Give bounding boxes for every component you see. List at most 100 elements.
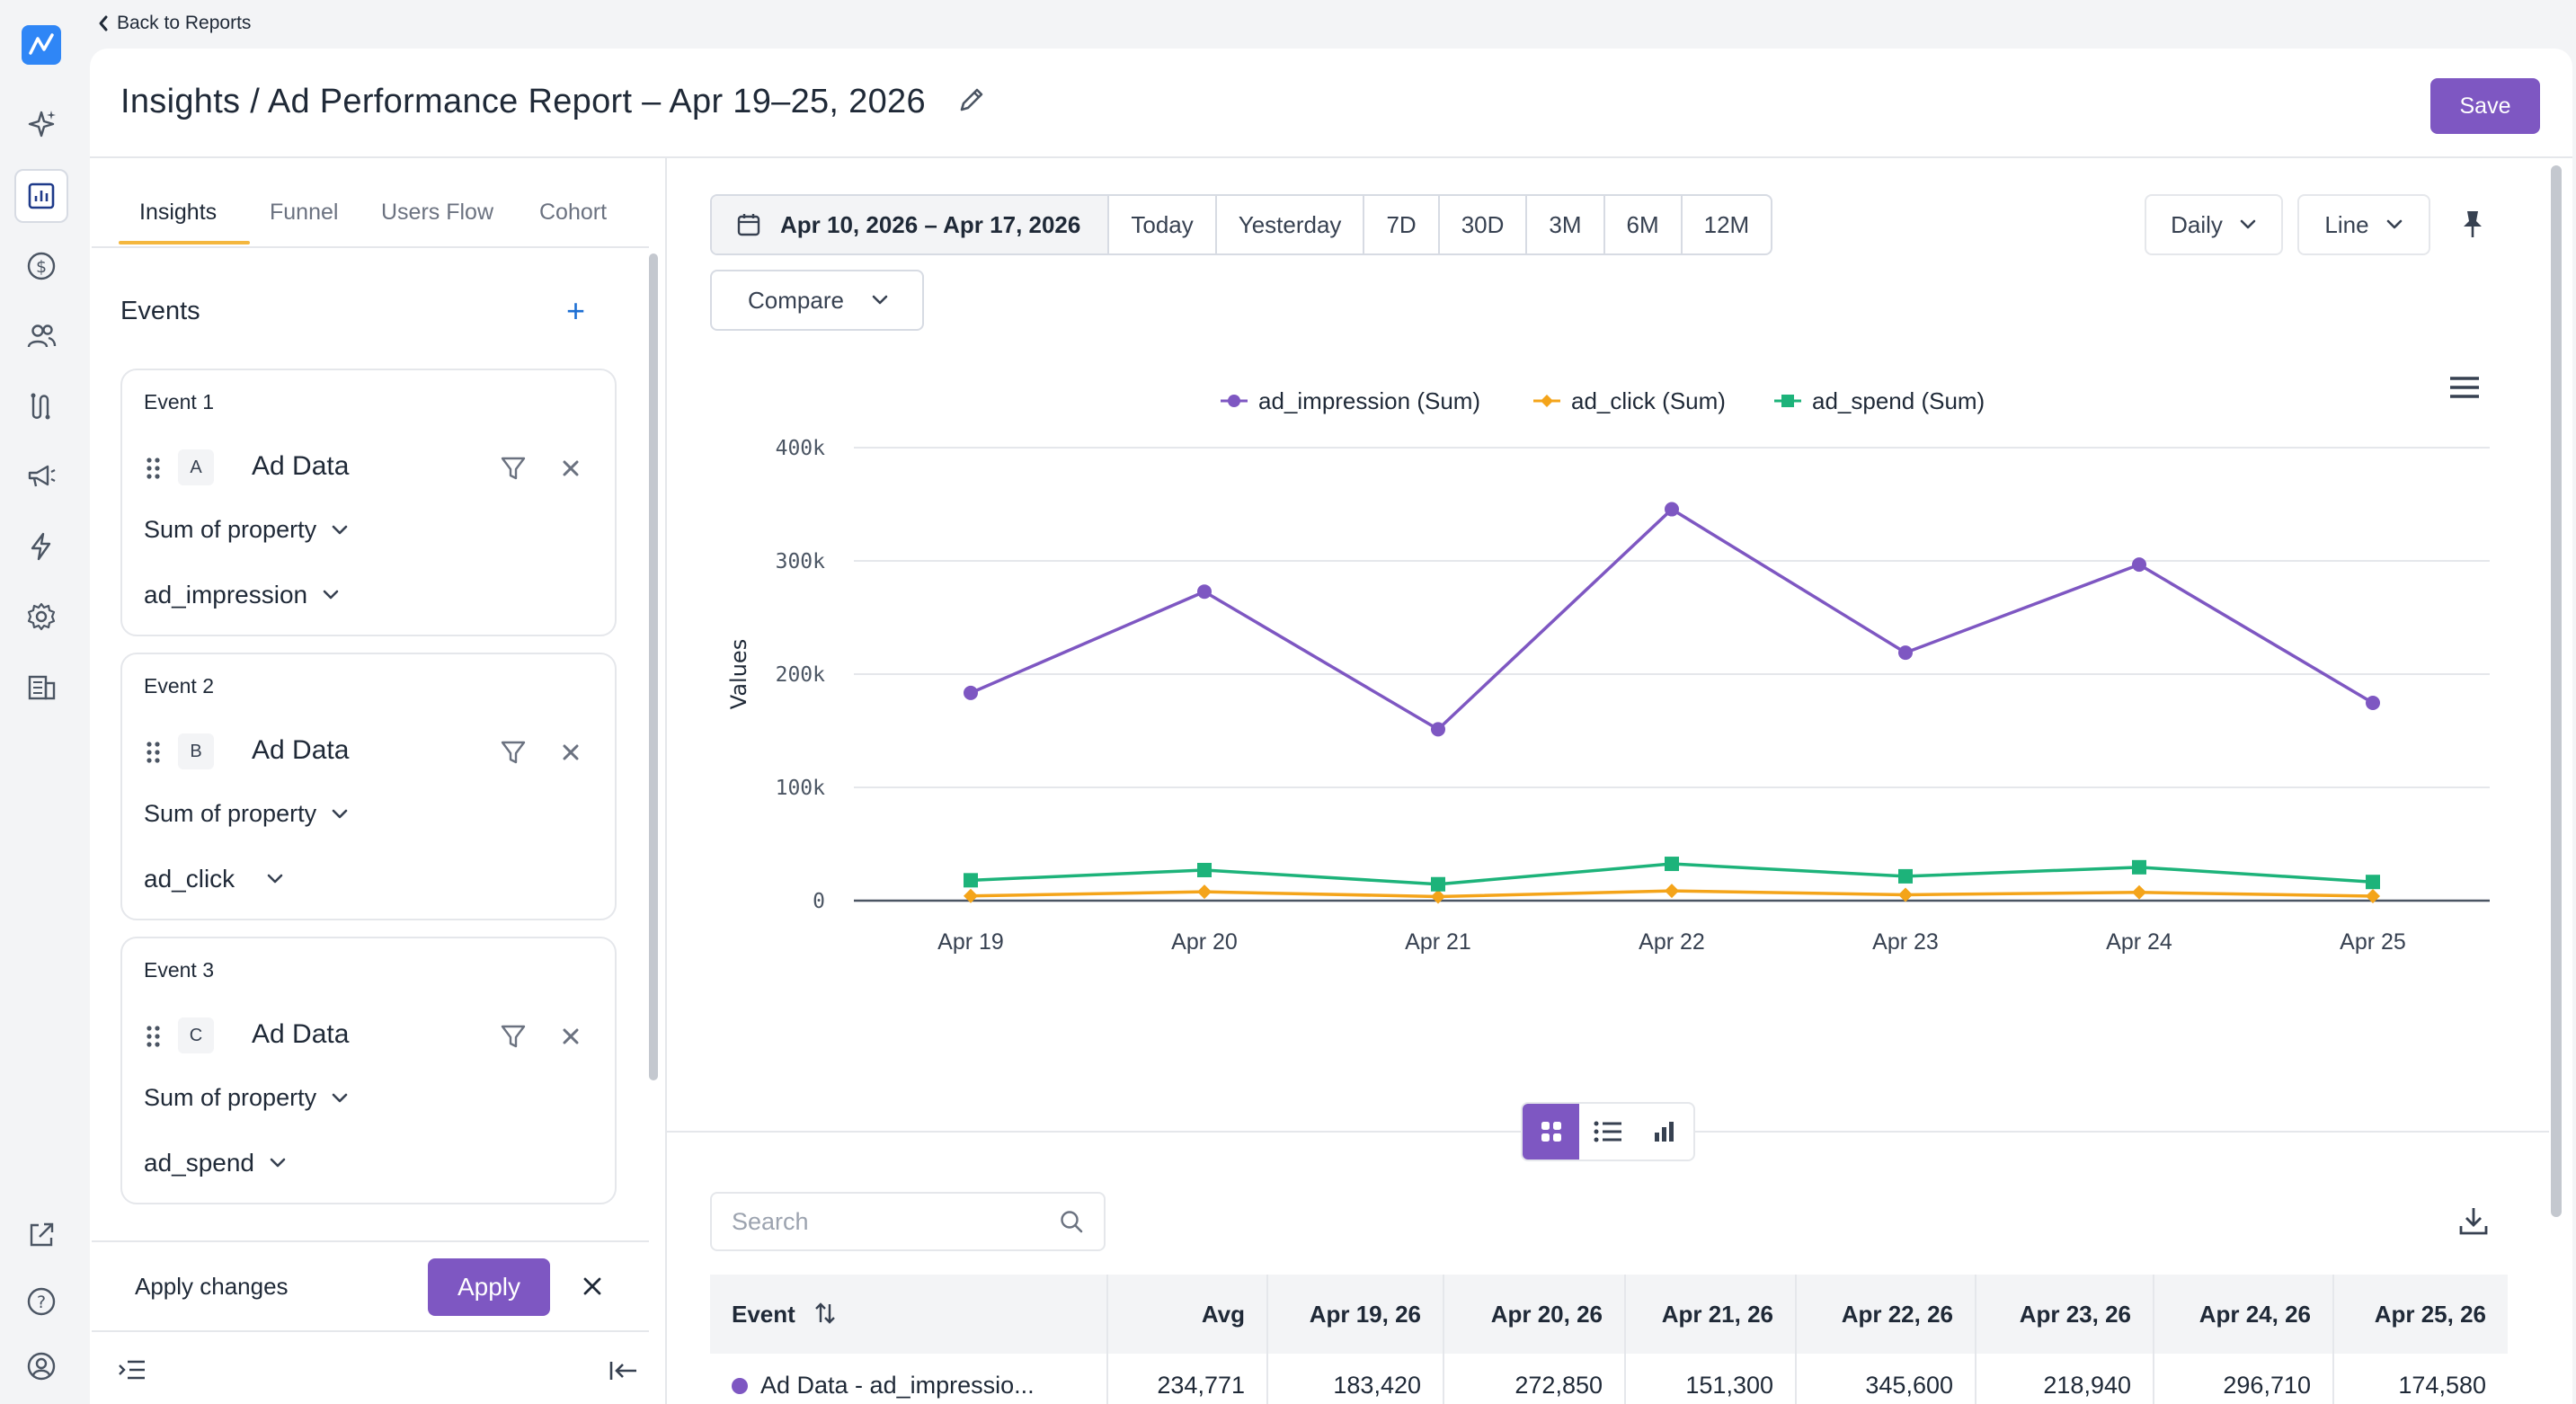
tab-cohort[interactable]: Cohort [539, 200, 608, 225]
filter-icon[interactable] [498, 453, 529, 484]
lightning-icon[interactable] [14, 520, 68, 573]
range-today[interactable]: Today [1107, 196, 1214, 253]
collapse-panel-icon[interactable] [608, 1357, 640, 1384]
data-point [1665, 857, 1679, 872]
column-header-label: Event [732, 1300, 795, 1328]
value-cell: 183,420 [1267, 1354, 1444, 1404]
svg-text:$: $ [36, 257, 47, 277]
search-icon [1061, 1211, 1083, 1233]
compare-dropdown[interactable]: Compare [710, 270, 924, 331]
edit-pencil-icon[interactable] [955, 84, 988, 116]
drag-handle-icon[interactable] [146, 1025, 162, 1048]
data-point [964, 888, 978, 903]
column-header-date[interactable]: Apr 19, 26 [1267, 1275, 1444, 1354]
gear-icon[interactable] [14, 590, 68, 644]
chart-menu-icon[interactable] [2448, 374, 2481, 401]
users-icon[interactable] [14, 309, 68, 363]
range-3m[interactable]: 3M [1525, 196, 1603, 253]
apply-button[interactable]: Apply [428, 1258, 550, 1316]
indent-list-icon[interactable] [117, 1357, 147, 1384]
calendar-icon [737, 214, 760, 236]
back-to-reports-link[interactable]: Back to Reports [97, 9, 251, 38]
aggregation-select[interactable]: Sum of property [144, 800, 349, 828]
property-select[interactable]: ad_impression [144, 581, 340, 609]
megaphone-icon[interactable] [14, 449, 68, 503]
list-view-button[interactable] [1579, 1104, 1636, 1160]
column-header-date[interactable]: Apr 22, 26 [1796, 1275, 1976, 1354]
event-badge: B [178, 733, 214, 769]
remove-event-icon[interactable] [557, 455, 584, 482]
external-link-icon[interactable] [14, 1208, 68, 1262]
tab-insights[interactable]: Insights [139, 200, 218, 225]
property-select[interactable]: ad_click [144, 865, 284, 893]
profile-icon[interactable] [14, 1339, 68, 1393]
property-select[interactable]: ad_spend [144, 1149, 287, 1177]
grid-view-button[interactable] [1523, 1104, 1580, 1160]
remove-event-icon[interactable] [557, 739, 584, 766]
event-name[interactable]: Ad Data [252, 1019, 350, 1049]
view-toggle [1521, 1102, 1695, 1161]
series-line [970, 507, 2374, 732]
aggregation-select[interactable]: Sum of property [144, 516, 349, 544]
event-label: Event 3 [144, 958, 214, 982]
range-30d[interactable]: 30D [1437, 196, 1526, 253]
date-range-picker[interactable]: Apr 10, 2026 – Apr 17, 2026 [712, 196, 1108, 253]
remove-event-icon[interactable] [557, 1023, 584, 1050]
column-header-avg[interactable]: Avg [1107, 1275, 1268, 1354]
drag-handle-icon[interactable] [146, 741, 162, 764]
add-event-button[interactable]: + [566, 292, 586, 329]
flow-icon[interactable] [14, 379, 68, 433]
table-row[interactable]: Ad Data - ad_impressio... 234,771 183,42… [710, 1354, 2508, 1404]
building-icon[interactable] [14, 660, 68, 714]
discard-changes-icon[interactable] [579, 1273, 606, 1300]
filter-icon[interactable] [498, 737, 529, 768]
column-header-date[interactable]: Apr 21, 26 [1625, 1275, 1797, 1354]
events-scrollbar[interactable] [649, 253, 658, 1080]
tab-users-flow[interactable]: Users Flow [381, 200, 494, 225]
download-icon[interactable] [2457, 1204, 2490, 1237]
list-icon [1594, 1121, 1621, 1142]
search-input[interactable] [732, 1207, 1037, 1236]
pin-icon[interactable] [2459, 209, 2486, 239]
tab-funnel[interactable]: Funnel [270, 200, 339, 225]
chevron-down-icon [2386, 219, 2402, 229]
column-header-event[interactable]: Event [710, 1275, 1108, 1354]
save-button[interactable]: Save [2430, 78, 2540, 134]
event-badge: C [178, 1017, 214, 1053]
range-12m[interactable]: 12M [1680, 196, 1772, 253]
reports-icon[interactable] [14, 169, 68, 223]
x-tick-label: Apr 19 [937, 929, 1004, 955]
drag-handle-icon[interactable] [146, 457, 162, 480]
column-header-date[interactable]: Apr 24, 26 [2154, 1275, 2334, 1354]
help-icon[interactable]: ? [14, 1275, 68, 1328]
main-scrollbar[interactable] [2551, 165, 2562, 1217]
sort-icon[interactable] [814, 1301, 836, 1326]
chart-type-dropdown[interactable]: Line [2297, 194, 2430, 255]
range-yesterday[interactable]: Yesterday [1214, 196, 1364, 253]
event-card-3: Event 3 C Ad Data Sum of property ad_spe… [120, 937, 617, 1204]
value-cell: 345,600 [1796, 1354, 1976, 1404]
series-ad-click-sum [964, 884, 2380, 904]
bar-view-button[interactable] [1637, 1104, 1693, 1160]
data-point [964, 873, 978, 888]
aggregation-select[interactable]: Sum of property [144, 1084, 349, 1112]
data-table: Event Avg Apr 19, 26 Apr 20, 26 Apr 21, … [710, 1275, 2508, 1404]
event-name[interactable]: Ad Data [252, 735, 350, 765]
column-header-date[interactable]: Apr 25, 26 [2333, 1275, 2508, 1354]
column-header-date[interactable]: Apr 23, 26 [1976, 1275, 2154, 1354]
x-tick-label: Apr 21 [1405, 929, 1471, 955]
range-6m[interactable]: 6M [1603, 196, 1681, 253]
column-header-date[interactable]: Apr 20, 26 [1443, 1275, 1626, 1354]
sparkle-icon[interactable] [14, 97, 68, 151]
range-7d[interactable]: 7D [1363, 196, 1437, 253]
event-cell: Ad Data - ad_impressio... [710, 1354, 1108, 1404]
app-logo-icon[interactable] [22, 25, 61, 65]
data-point [1431, 722, 1445, 737]
event-name[interactable]: Ad Data [252, 451, 350, 481]
dollar-icon[interactable]: $ [14, 239, 68, 293]
interval-dropdown[interactable]: Daily [2145, 194, 2283, 255]
series-color-dot [732, 1378, 748, 1395]
grid-icon [1541, 1122, 1561, 1142]
y-axis-label: Values [726, 639, 751, 709]
filter-icon[interactable] [498, 1021, 529, 1052]
